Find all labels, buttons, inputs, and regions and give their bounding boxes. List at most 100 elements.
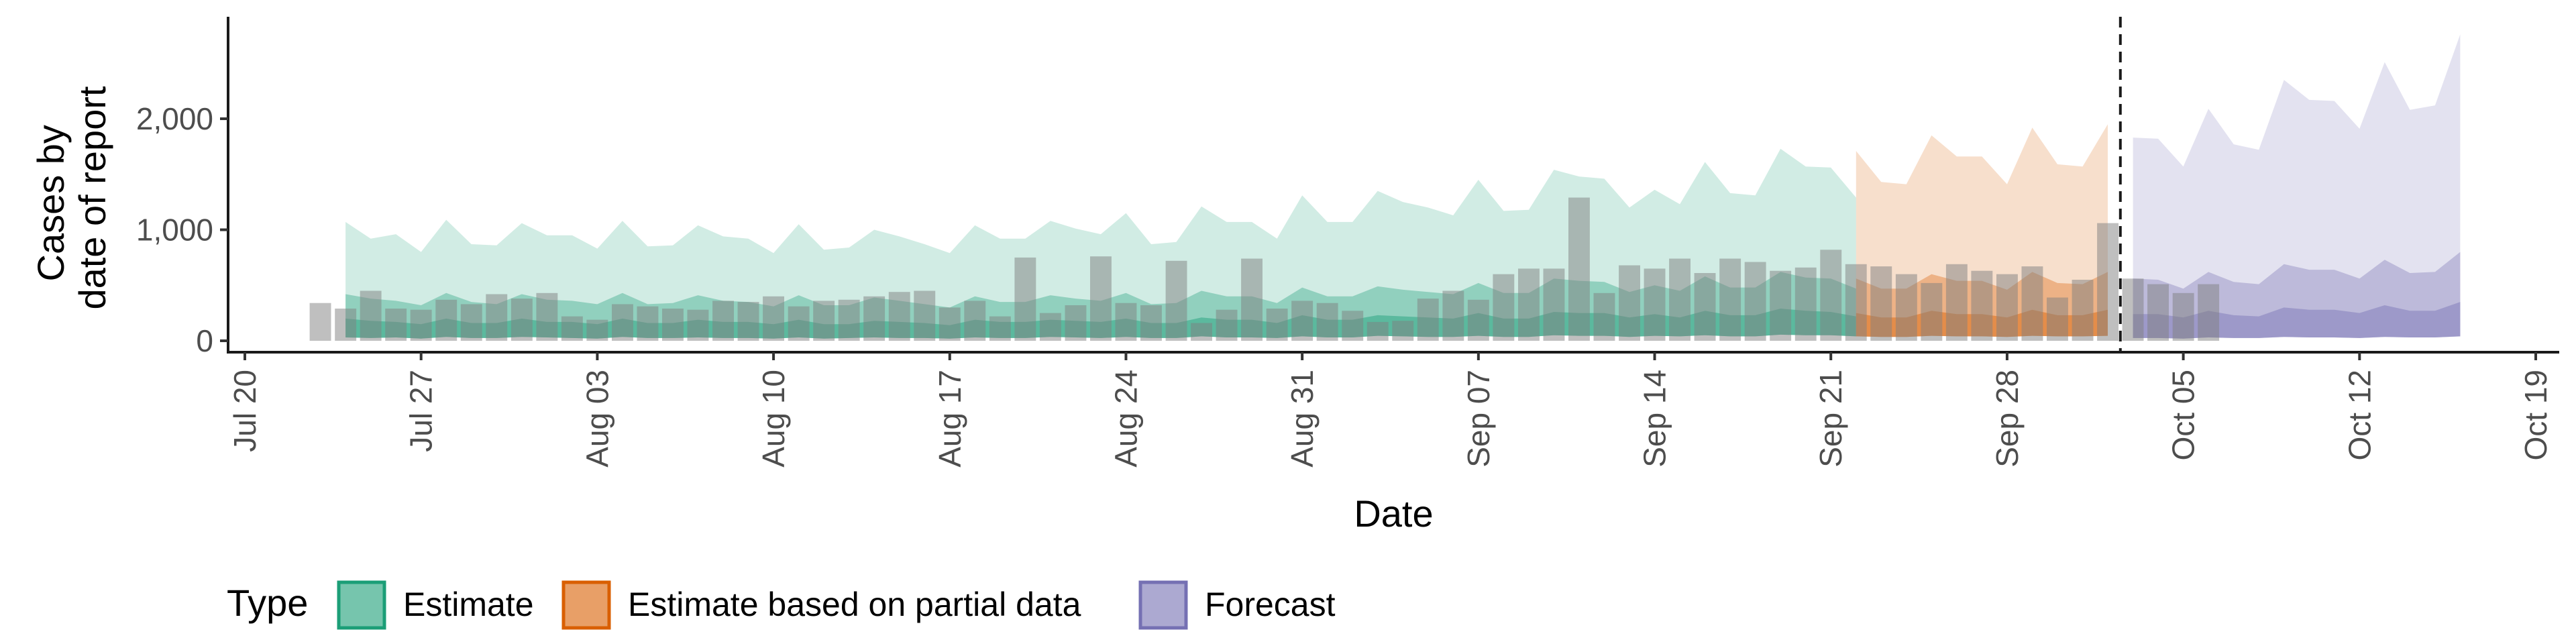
case-bar [1644,268,1666,341]
legend-swatch [1138,580,1188,630]
case-bar [435,299,458,341]
case-bar [1669,258,1690,341]
case-bar [964,301,986,341]
x-tick-label: Aug 24 [1109,370,1144,468]
case-bar [1090,256,1112,341]
case-bar [1291,301,1313,341]
case-bar [1971,270,1993,341]
case-bar [1770,270,1792,341]
legend-label: Forecast [1205,586,1336,623]
case-bar [938,307,961,341]
y-tick-label: 2,000 [136,101,213,136]
case-bar [1996,274,2018,341]
x-tick-label: Sep 14 [1638,370,1672,468]
case-bar [2122,278,2144,341]
case-bar [1014,257,1036,341]
case-bar [1568,197,1590,341]
legend-item: Estimate based on partial data [561,580,1081,630]
case-bar [2172,292,2194,341]
case-bar [1065,305,1087,341]
x-tick-label: Sep 07 [1461,370,1496,468]
case-bar [712,301,734,341]
x-tick-label: Aug 17 [932,370,967,468]
case-bar [1165,260,1187,341]
case-bar [1467,299,1489,341]
case-bar [1191,323,1212,341]
case-bar [1316,303,1338,341]
case-bar [1266,309,1288,341]
case-bar [888,292,910,341]
x-tick-label: Sep 28 [1990,370,2025,468]
case-bar [2021,266,2043,341]
case-bar [335,309,357,341]
case-bar [2097,223,2118,341]
case-bar [2147,284,2169,341]
case-bar [914,290,936,341]
case-bar [989,316,1011,341]
case-bar [1945,264,1968,341]
case-bar [1870,266,1892,341]
x-tick-label: Jul 20 [227,370,262,452]
case-bar [838,299,860,341]
case-bar [612,304,633,341]
case-bar [2047,297,2068,341]
case-bar [1744,262,1766,341]
case-bar [1694,273,1716,341]
case-bar [1216,309,1238,341]
case-bar [536,292,558,341]
estimate-based-on-partial-data-ribbon-90 [1856,124,2108,337]
case-bar [1845,264,1867,341]
x-tick-label: Oct 19 [2518,370,2553,461]
case-bar [410,309,432,341]
case-bar [1719,258,1741,341]
legend: Type Estimate Estimate based on partial d… [227,580,1336,630]
case-bar [2198,284,2220,341]
case-bar [1593,292,1615,341]
case-bar [1820,250,1842,341]
case-bar [1140,305,1162,341]
case-bar [863,296,885,341]
x-tick-label: Aug 10 [756,370,791,468]
legend-items: Estimate Estimate based on partial data Fo… [337,580,1336,630]
case-bar [1794,267,1817,341]
case-bar [662,309,684,341]
x-ticks: Jul 20 Jul 27 Aug 03 Aug 10 Aug 17 Aug 24 Aug … [227,352,2553,468]
case-bar [1417,299,1439,341]
observed-case-bars [309,197,2220,341]
case-bar [788,306,810,341]
plot-area [309,17,2461,352]
axes: 0 1,000 2,000 Jul 20 Jul 27 Aug 03 Aug 10 Aug … [136,17,2559,468]
y-axis-title: Cases by date of report [30,86,113,310]
case-bar [687,309,709,341]
case-bar [309,303,331,341]
case-bar [1039,313,1061,341]
case-bar [360,290,382,341]
case-bar [586,319,608,341]
case-bar [511,299,533,341]
case-bar [1493,274,1515,341]
x-axis-title: Date [1354,492,1433,535]
x-tick-label: Oct 12 [2342,370,2377,461]
case-bar [737,302,759,341]
case-bar [561,316,583,341]
x-tick-label: Sep 21 [1813,370,1848,468]
case-bar [763,296,784,341]
legend-item: Estimate [337,580,534,630]
case-bar [1895,274,1917,341]
x-tick-label: Aug 03 [580,370,614,468]
case-bar [1115,303,1137,341]
case-bar [1921,282,1943,341]
forecast-ribbon-90 [2133,34,2461,339]
estimate-ribbon-90 [345,148,1856,339]
case-bar [1518,268,1540,341]
y-axis-title-line-2: date of report [71,86,113,310]
x-tick-label: Oct 05 [2166,370,2201,461]
case-bar [1392,321,1414,341]
case-bar [486,294,508,341]
case-bar [1241,258,1263,341]
legend-item: Forecast [1138,580,1336,630]
case-bar [1619,265,1640,341]
case-bar [385,309,407,341]
case-bar [1342,311,1364,341]
